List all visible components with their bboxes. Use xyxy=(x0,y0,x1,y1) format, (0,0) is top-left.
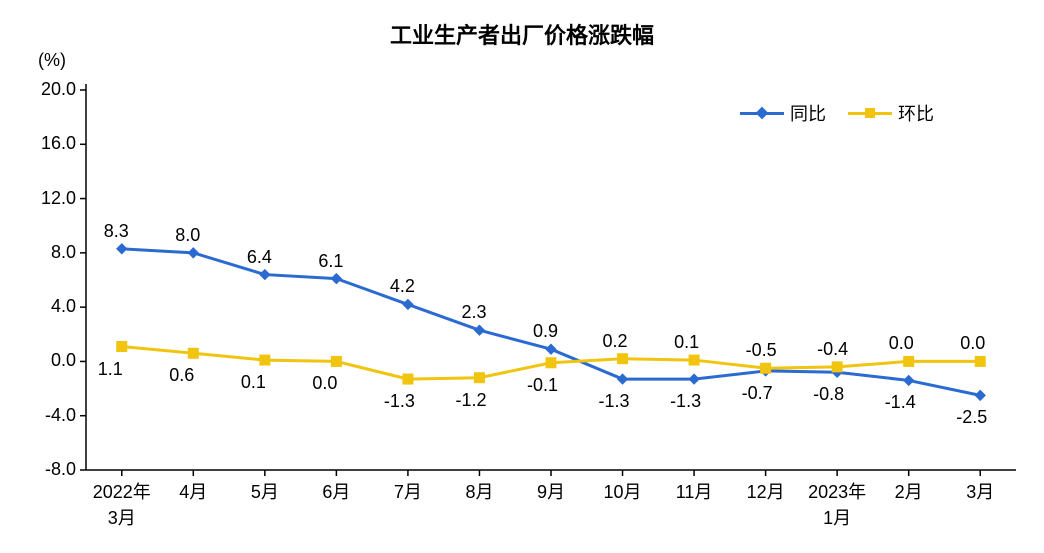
y-tick-label: -8.0 xyxy=(45,459,76,480)
data-label: -1.3 xyxy=(599,391,630,412)
data-label: 6.4 xyxy=(247,247,272,268)
chart-title: 工业生产者出厂价格涨跌幅 xyxy=(0,18,1044,50)
x-tick-label: 9月 xyxy=(511,478,591,504)
data-label: 4.2 xyxy=(390,276,415,297)
data-label: 6.1 xyxy=(318,251,343,272)
x-tick-label: 2月 xyxy=(869,478,949,504)
x-tick-label: 10月 xyxy=(583,478,663,504)
x-tick-label: 2023年 1月 xyxy=(797,478,877,530)
ppi-line-chart: 工业生产者出厂价格涨跌幅 (%) 同比 环比 -8.0 -4.0 0.0 4.0 8.0 1… xyxy=(0,0,1044,553)
y-tick-label: 20.0 xyxy=(41,79,76,100)
legend-line-icon xyxy=(848,112,892,115)
data-label: -1.3 xyxy=(670,391,701,412)
legend-label: 环比 xyxy=(898,100,934,126)
x-tick-label: 7月 xyxy=(368,478,448,504)
y-tick-label: 8.0 xyxy=(51,242,76,263)
data-label: 8.3 xyxy=(104,221,129,242)
square-marker-icon xyxy=(865,108,875,118)
data-label: 0.6 xyxy=(169,365,194,386)
legend: 同比 环比 xyxy=(740,100,934,126)
x-tick-label: 3月 xyxy=(940,478,1020,504)
y-tick-label: 0.0 xyxy=(51,350,76,371)
data-label: -0.5 xyxy=(746,340,777,361)
x-tick-label: 2022年 3月 xyxy=(82,478,162,530)
y-tick-label: 16.0 xyxy=(41,133,76,154)
data-label: -0.7 xyxy=(742,383,773,404)
chart-svg xyxy=(0,0,1044,553)
data-label: 1.1 xyxy=(98,359,123,380)
x-tick-label: 4月 xyxy=(153,478,233,504)
data-label: -0.4 xyxy=(817,339,848,360)
x-tick-label: 11月 xyxy=(654,478,734,504)
legend-label: 同比 xyxy=(790,100,826,126)
x-tick-label: 5月 xyxy=(225,478,305,504)
data-label: -2.5 xyxy=(956,407,987,428)
data-label: -0.1 xyxy=(527,375,558,396)
data-label: -1.2 xyxy=(455,390,486,411)
data-label: 2.3 xyxy=(461,302,486,323)
x-tick-label: 8月 xyxy=(439,478,519,504)
x-tick-label: 12月 xyxy=(726,478,806,504)
data-label: 0.2 xyxy=(603,331,628,352)
data-label: -1.4 xyxy=(885,392,916,413)
y-axis-unit-label: (%) xyxy=(38,50,66,71)
data-label: 0.1 xyxy=(241,372,266,393)
data-label: 0.1 xyxy=(674,332,699,353)
data-label: 0.0 xyxy=(889,333,914,354)
y-tick-label: -4.0 xyxy=(45,405,76,426)
diamond-marker-icon xyxy=(756,107,769,120)
data-label: -1.3 xyxy=(384,391,415,412)
data-label: 0.0 xyxy=(312,373,337,394)
data-label: -0.8 xyxy=(813,384,844,405)
legend-item: 同比 xyxy=(740,100,826,126)
legend-item: 环比 xyxy=(848,100,934,126)
y-tick-label: 4.0 xyxy=(51,296,76,317)
data-label: 8.0 xyxy=(175,225,200,246)
x-tick-label: 6月 xyxy=(296,478,376,504)
data-label: 0.9 xyxy=(533,321,558,342)
legend-line-icon xyxy=(740,112,784,115)
data-label: 0.0 xyxy=(960,333,985,354)
y-tick-label: 12.0 xyxy=(41,188,76,209)
